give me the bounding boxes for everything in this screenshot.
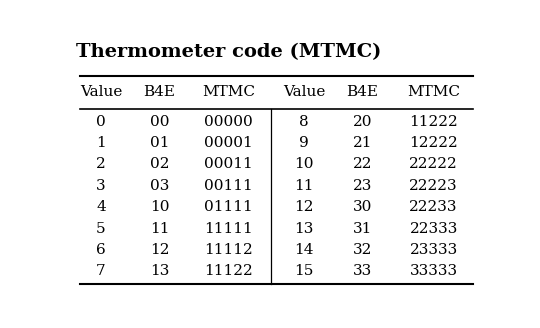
Text: 12: 12	[150, 243, 170, 257]
Text: 1: 1	[96, 136, 106, 150]
Text: 8: 8	[299, 115, 309, 129]
Text: 10: 10	[150, 200, 170, 214]
Text: 02: 02	[150, 157, 170, 172]
Text: 2: 2	[96, 157, 106, 172]
Text: 14: 14	[294, 243, 314, 257]
Text: 15: 15	[294, 264, 314, 278]
Text: 00111: 00111	[204, 179, 253, 193]
Text: 00001: 00001	[204, 136, 253, 150]
Text: 11222: 11222	[409, 115, 458, 129]
Text: 11: 11	[294, 179, 314, 193]
Text: 4: 4	[96, 200, 106, 214]
Text: 22333: 22333	[409, 222, 458, 236]
Text: 12222: 12222	[409, 136, 458, 150]
Text: B4E: B4E	[347, 85, 379, 99]
Text: 5: 5	[96, 222, 106, 236]
Text: 32: 32	[353, 243, 372, 257]
Text: 11: 11	[150, 222, 170, 236]
Text: 6: 6	[96, 243, 106, 257]
Text: 3: 3	[96, 179, 106, 193]
Text: B4E: B4E	[144, 85, 176, 99]
Text: 33333: 33333	[410, 264, 458, 278]
Text: Thermometer code (MTMC): Thermometer code (MTMC)	[76, 43, 381, 61]
Text: 03: 03	[150, 179, 169, 193]
Text: 01111: 01111	[204, 200, 253, 214]
Text: 00011: 00011	[204, 157, 253, 172]
Text: 23333: 23333	[409, 243, 458, 257]
Text: 21: 21	[353, 136, 372, 150]
Text: 13: 13	[294, 222, 314, 236]
Text: MTMC: MTMC	[202, 85, 255, 99]
Text: Value: Value	[283, 85, 325, 99]
Text: 01: 01	[150, 136, 170, 150]
Text: 23: 23	[353, 179, 372, 193]
Text: 11111: 11111	[204, 222, 253, 236]
Text: 00: 00	[150, 115, 170, 129]
Text: Value: Value	[80, 85, 122, 99]
Text: 13: 13	[150, 264, 169, 278]
Text: 11122: 11122	[204, 264, 253, 278]
Text: 12: 12	[294, 200, 314, 214]
Text: 00000: 00000	[204, 115, 253, 129]
Text: 33: 33	[353, 264, 372, 278]
Text: 11112: 11112	[204, 243, 253, 257]
Text: 7: 7	[96, 264, 106, 278]
Text: 9: 9	[299, 136, 309, 150]
Text: 31: 31	[353, 222, 372, 236]
Text: 22222: 22222	[409, 157, 458, 172]
Text: 20: 20	[353, 115, 372, 129]
Text: MTMC: MTMC	[407, 85, 460, 99]
Text: 22: 22	[353, 157, 372, 172]
Text: 22223: 22223	[409, 179, 458, 193]
Text: 22233: 22233	[409, 200, 458, 214]
Text: 30: 30	[353, 200, 372, 214]
Text: 0: 0	[96, 115, 106, 129]
Text: 10: 10	[294, 157, 314, 172]
